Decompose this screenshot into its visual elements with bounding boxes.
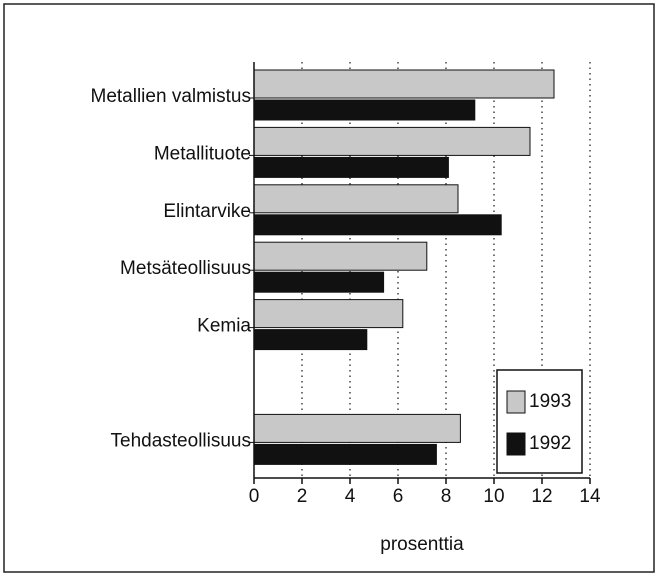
frame: [3, 3, 655, 573]
bar: [253, 443, 437, 465]
legend-box: [496, 369, 583, 474]
legend-swatch: [506, 432, 526, 456]
y-tick-label: Elintarvike: [163, 201, 251, 222]
bar: [253, 299, 404, 329]
bar: [253, 69, 555, 99]
bar: [253, 413, 461, 443]
legend-label: 1993: [529, 391, 571, 412]
y-tick-label: Metallien valmistus: [91, 86, 252, 107]
bar: [253, 184, 459, 214]
bar: [253, 126, 531, 156]
bar: [253, 271, 385, 293]
x-tick-label: 12: [531, 486, 552, 507]
y-tick-label: Kemia: [197, 316, 251, 337]
x-tick-label: 8: [441, 486, 452, 507]
y-tick-label: Tehdasteollisuus: [111, 430, 251, 451]
x-tick-label: 4: [345, 486, 356, 507]
bar: [253, 99, 476, 121]
legend-swatch: [506, 390, 526, 414]
x-tick-label: 14: [579, 486, 601, 507]
bar: [253, 241, 428, 271]
x-tick-label: 6: [393, 486, 404, 507]
bar: [253, 156, 449, 178]
legend-label: 1992: [529, 433, 571, 454]
x-tick-label: 10: [483, 486, 504, 507]
x-tick-label: 2: [297, 486, 308, 507]
x-axis-label: prosenttia: [380, 534, 464, 555]
y-tick-label: Metsäteollisuus: [120, 258, 251, 279]
bar: [253, 214, 502, 236]
x-tick-label: 0: [249, 486, 260, 507]
y-tick-label: Metallituote: [154, 143, 251, 164]
bar: [253, 329, 368, 351]
